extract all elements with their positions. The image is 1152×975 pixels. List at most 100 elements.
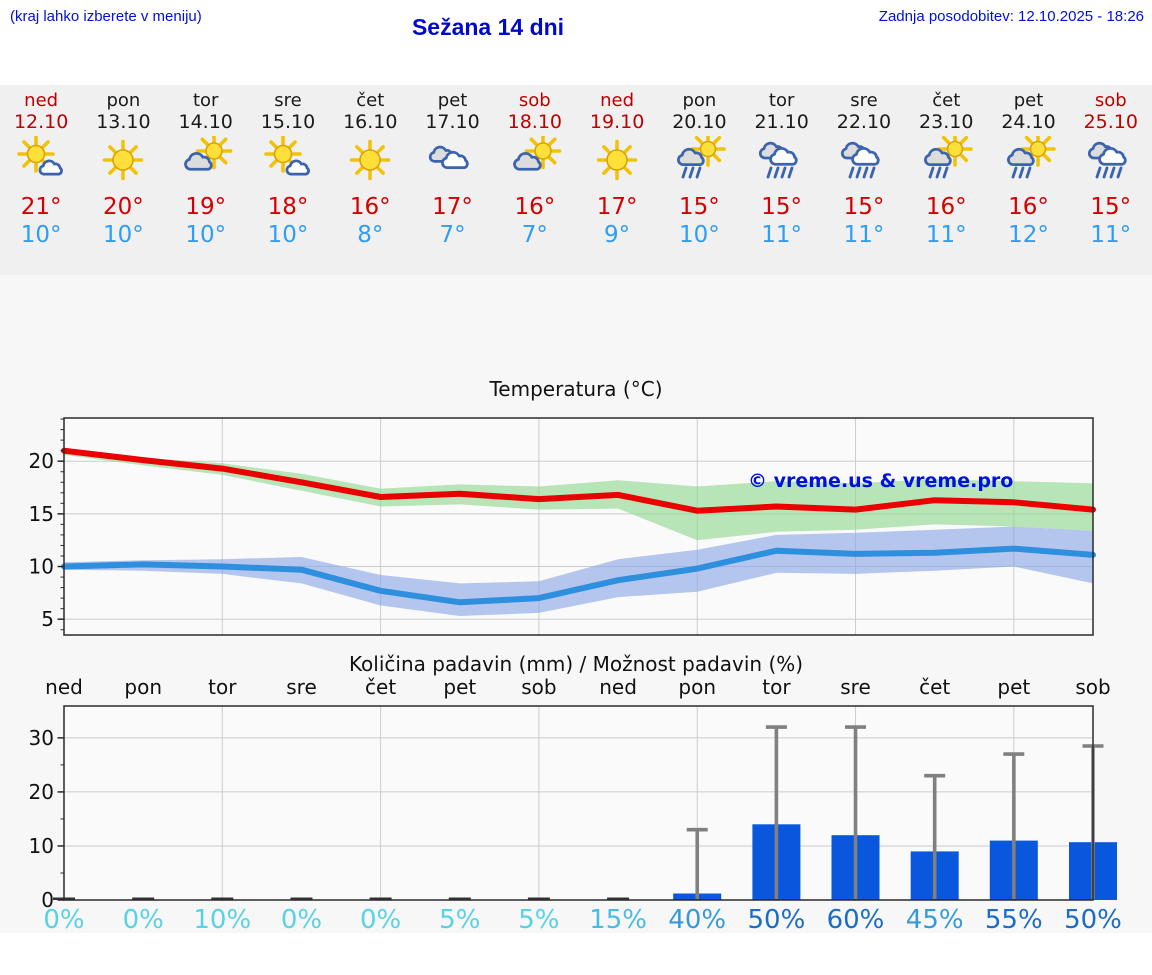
low-temperature: 10° (20, 222, 62, 249)
precip-zero-bar (448, 897, 471, 900)
low-temperature: 7° (521, 222, 548, 249)
forecast-day-column: pon 20.10 15° 10° (658, 85, 740, 275)
high-temperature: 17° (432, 193, 473, 220)
day-date: 16.10 (343, 110, 398, 133)
precip-probability-label: 15% (589, 905, 647, 935)
precip-zero-bar (607, 897, 630, 900)
forecast-day-column: pet 17.10 17° 7° (411, 85, 493, 275)
watermark: © vreme.us & vreme.pro (748, 470, 1013, 492)
precip-zero-bar (290, 897, 313, 900)
high-temperature: 16° (1008, 193, 1049, 220)
last-update-timestamp: Zadnja posodobitev: 12.10.2025 - 18:26 (878, 8, 1144, 25)
low-temperature: 7° (439, 222, 466, 249)
sun-icon (103, 139, 144, 180)
precip-probability-label: 50% (1064, 905, 1122, 935)
weather-icon-wrap (329, 136, 411, 192)
sun-rain-icon (924, 130, 974, 178)
location-hint: (kraj lahko izberete v meniju) (10, 8, 202, 25)
sun-icon (596, 139, 638, 180)
high-temperature: 15° (1090, 193, 1132, 220)
temperature-chart: © vreme.us & vreme.pro 5 10 15 20 (0, 401, 1152, 646)
weather-icon-wrap (1070, 136, 1152, 192)
precip-probability-label: 0% (43, 905, 84, 935)
precip-day-label: pet (443, 676, 476, 699)
precip-day-label: sob (1075, 676, 1110, 699)
day-date: 18.10 (507, 110, 563, 133)
sun-rain-icon (677, 130, 727, 178)
sun-graycloud-icon (183, 132, 233, 171)
high-temperature: 18° (267, 193, 309, 220)
rain-icon (840, 141, 880, 178)
low-temperature: 11° (1090, 222, 1132, 249)
weather-icon-wrap (823, 136, 905, 192)
sun-cloud-icon (17, 134, 64, 176)
low-temperature: 12° (1008, 222, 1049, 249)
low-temperature: 9° (604, 222, 631, 249)
precip-probability-label: 45% (906, 905, 964, 935)
low-temperature: 10° (185, 222, 227, 249)
day-name: sob (1094, 90, 1127, 111)
svg-text:15: 15 (29, 502, 54, 526)
precipitation-plot: ned pon tor sre čet pet sob ned pon tor sre čet pet s… (29, 675, 1122, 935)
high-temperature: 19° (185, 193, 227, 220)
precip-zero-bar (369, 897, 392, 900)
forecast-day-column: tor 21.10 15° 11° (741, 85, 823, 275)
day-date: 21.10 (754, 110, 809, 133)
precip-day-label: ned (599, 676, 637, 699)
high-temperature: 21° (20, 193, 62, 220)
sun-graycloud-icon (512, 132, 562, 171)
high-temperature: 15° (679, 193, 720, 220)
day-name: pon (106, 90, 141, 111)
low-temperature: 11° (761, 222, 803, 249)
precip-zero-bar (211, 897, 234, 900)
svg-text:20: 20 (29, 449, 54, 473)
svg-text:30: 30 (29, 726, 54, 750)
precip-day-label: tor (208, 676, 237, 699)
page-title: Sežana 14 dni (411, 14, 565, 40)
day-name: ned (600, 90, 635, 111)
high-temperature: 16° (349, 193, 391, 220)
rain-icon (1087, 141, 1127, 178)
weather-icon-wrap (905, 130, 987, 192)
high-temperature: 15° (843, 193, 885, 220)
high-temperature: 17° (596, 193, 638, 220)
day-date: 19.10 (589, 110, 645, 133)
precip-day-label: tor (762, 676, 791, 699)
high-temperature: 20° (103, 193, 144, 220)
precip-probability-label: 0% (360, 905, 401, 935)
forecast-day-column: sre 15.10 18° 10° (247, 85, 329, 275)
precipitation-chart-title: Količina padavin (mm) / Možnost padavin … (348, 652, 804, 676)
forecast-day-column: ned 12.10 21° 10° (0, 85, 82, 275)
sun-rain-icon (1006, 130, 1056, 178)
forecast-day-column: čet 23.10 16° 11° (905, 85, 987, 275)
low-temperature: 10° (103, 222, 144, 249)
forecast-day-column: čet 16.10 16° 8° (329, 85, 411, 275)
forecast-banner: ned 12.10 21° 10° pon 13.10 20° 10° tor 14.10 19° 1… (0, 85, 1152, 275)
day-date: 22.10 (836, 110, 892, 133)
temperature-chart-title: Temperatura (°C) (489, 377, 663, 401)
precip-day-label: sre (840, 676, 871, 699)
precip-day-label: pon (124, 676, 162, 699)
low-temperature: 10° (679, 222, 720, 249)
precip-probability-label: 40% (668, 905, 726, 935)
weather-icon-wrap (658, 130, 740, 192)
rain-icon (758, 141, 798, 178)
precip-zero-bar (132, 897, 155, 900)
precip-probability-label: 0% (281, 905, 322, 935)
day-name: pet (437, 90, 468, 111)
weather-icon-wrap (0, 134, 82, 192)
svg-text:0: 0 (41, 888, 54, 912)
precip-probability-label: 60% (827, 905, 885, 935)
day-date: 15.10 (260, 110, 316, 133)
weather-icon-wrap (411, 136, 493, 192)
precip-day-label: čet (919, 676, 950, 699)
day-name: tor (768, 90, 795, 111)
precip-day-label: pet (997, 676, 1030, 699)
weather-icon-wrap (82, 136, 164, 192)
sun-cloud-icon (264, 134, 310, 176)
precip-probability-label: 10% (193, 905, 251, 935)
svg-text:10: 10 (29, 555, 54, 579)
forecast-day-column: pon 13.10 20° 10° (82, 85, 164, 275)
precip-probability-label: 0% (123, 905, 164, 935)
day-date: 20.10 (672, 110, 727, 133)
